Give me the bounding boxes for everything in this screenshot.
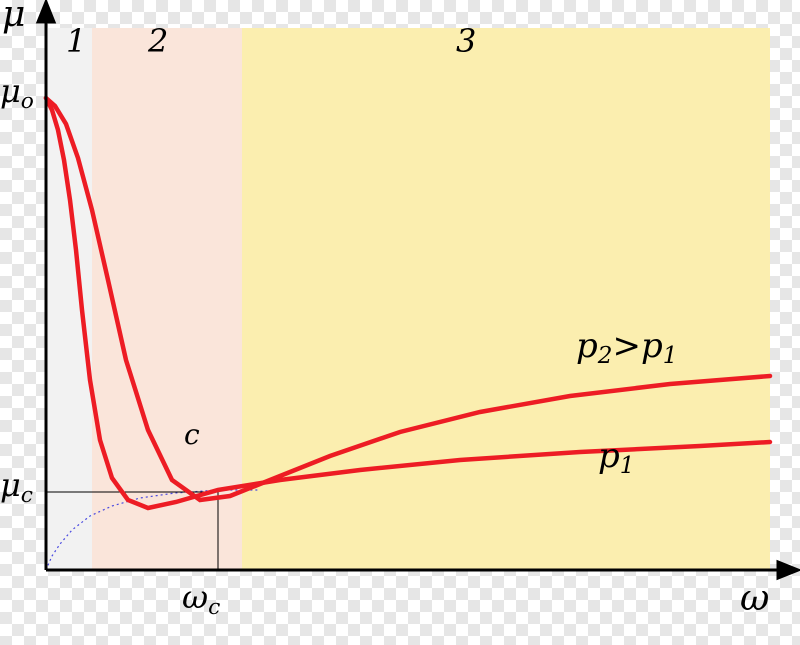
x-tick-omegac: ωc (182, 578, 220, 616)
crossing-label: c (184, 418, 200, 451)
curve-p2-label: p2>p1 (576, 326, 677, 366)
curve-p1-label: p1 (598, 436, 634, 476)
x-axis-label: ω (740, 578, 769, 619)
plot-svg (0, 0, 800, 645)
region-3-label: 3 (456, 22, 476, 60)
y-tick-mu0: μo (0, 72, 34, 110)
stribeck-curve-figure: { "figure": { "type": "line", "width": 8… (0, 0, 800, 645)
dotted-aux-curve (46, 490, 260, 570)
region-1-label: 1 (66, 22, 86, 60)
y-axis-label: μ (2, 0, 25, 35)
y-tick-muc: μc (0, 466, 33, 504)
region-2-label: 2 (148, 22, 168, 60)
curve-p2 (46, 98, 770, 500)
